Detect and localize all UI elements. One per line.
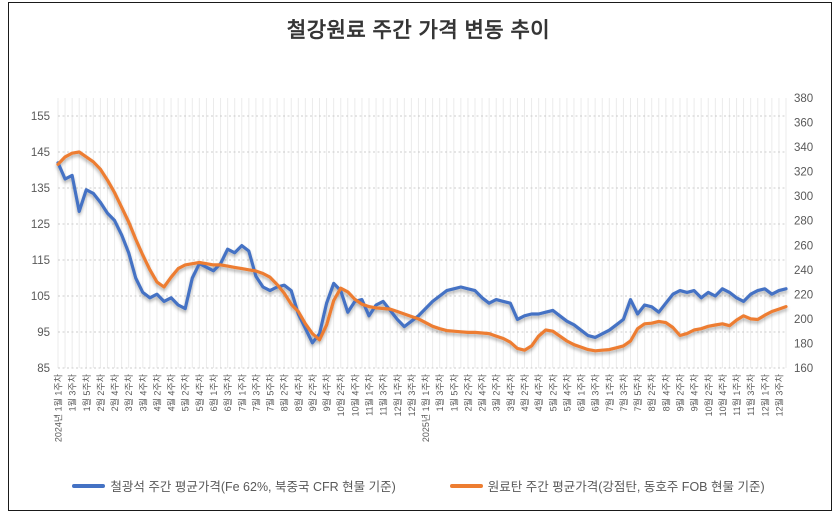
legend-marker-iron-ore [72,483,106,488]
left-axis-labels: 85 95 105 115 125 135 145 155 [31,111,50,375]
svg-text:6월 3주차: 6월 3주차 [222,373,233,411]
svg-text:5월 2주차: 5월 2주차 [547,373,558,411]
svg-text:6월 3주차: 6월 3주차 [590,373,601,411]
legend-marker-coking-coal [449,483,483,488]
svg-text:2월 2주차: 2월 2주차 [95,373,106,411]
svg-text:9월 4주차: 9월 4주차 [321,373,332,411]
svg-text:4월 2주차: 4월 2주차 [519,373,530,411]
legend-label-coking-coal: 원료탄 주간 평균가격(강점탄, 동호주 FOB 현물 기준) [487,480,765,494]
svg-text:4월 4주차: 4월 4주차 [533,373,544,411]
svg-text:10월 4주차: 10월 4주차 [349,373,360,416]
svg-text:3월 4주차: 3월 4주차 [505,373,516,411]
svg-text:380: 380 [794,93,813,105]
svg-text:12월 3주차: 12월 3주차 [406,373,417,416]
svg-text:260: 260 [794,240,813,252]
svg-text:7월 3주차: 7월 3주차 [618,373,629,411]
svg-text:12월 3주차: 12월 3주차 [773,373,784,416]
svg-text:9월 4주차: 9월 4주차 [689,373,700,411]
svg-text:10월 2주차: 10월 2주차 [703,373,714,416]
svg-text:85: 85 [37,363,50,375]
svg-text:9월 2주차: 9월 2주차 [674,373,685,411]
svg-text:300: 300 [794,191,813,203]
vertical-gridlines [57,98,787,368]
svg-text:8월 2주차: 8월 2주차 [279,373,290,411]
chart-frame [8,2,832,511]
legend-item-coking-coal: 원료탄 주간 평균가격(강점탄, 동호주 FOB 현물 기준) [449,476,765,495]
svg-text:280: 280 [794,216,813,228]
svg-text:8월 4주차: 8월 4주차 [293,373,304,411]
svg-text:8월 4주차: 8월 4주차 [660,373,671,411]
svg-text:7월 5주차: 7월 5주차 [632,373,643,411]
svg-text:12월 1주차: 12월 1주차 [392,373,403,416]
svg-text:5월 4주차: 5월 4주차 [194,373,205,411]
series-line-coking-coal [56,150,788,353]
svg-text:115: 115 [32,255,50,267]
svg-text:3월 4주차: 3월 4주차 [137,373,148,411]
svg-text:12월 1주차: 12월 1주차 [759,373,770,416]
svg-text:1월 5주차: 1월 5주차 [448,373,459,411]
svg-text:3월 2주차: 3월 2주차 [491,373,502,411]
svg-text:200: 200 [794,314,813,326]
svg-text:160: 160 [794,363,813,375]
legend-label-iron-ore: 철광석 주간 평균가격(Fe 62%, 북중국 CFR 현물 기준) [110,480,396,494]
x-axis-labels: 2024년 1월 1주차 1월 3주차 1월 5주차 2월 2주차 2월 4주차 3월 2… [53,373,785,442]
svg-text:10월 4주차: 10월 4주차 [717,373,728,416]
svg-text:11월 1주차: 11월 1주차 [363,373,374,415]
svg-text:4월 2주차: 4월 2주차 [151,373,162,411]
svg-text:1월 5주차: 1월 5주차 [81,373,92,411]
svg-text:95: 95 [37,327,50,339]
svg-text:7월 5주차: 7월 5주차 [265,373,276,411]
svg-text:2월 2주차: 2월 2주차 [462,373,473,411]
svg-text:8월 2주차: 8월 2주차 [646,373,657,411]
svg-text:220: 220 [794,289,813,301]
right-axis-labels: 160 180 200 220 240 260 280 300 320 340 360 380 [794,93,813,375]
svg-text:145: 145 [31,147,50,159]
svg-text:7월 3주차: 7월 3주차 [250,373,261,411]
svg-text:135: 135 [31,183,50,195]
svg-text:5월 2주차: 5월 2주차 [180,373,191,411]
svg-text:4월 4주차: 4월 4주차 [166,373,177,411]
svg-text:2월 4주차: 2월 4주차 [477,373,488,411]
svg-text:105: 105 [31,291,50,303]
svg-text:2월 4주차: 2월 4주차 [109,373,120,411]
svg-text:6월 1주차: 6월 1주차 [576,373,587,411]
svg-text:2024년 1월 1주차: 2024년 1월 1주차 [53,373,64,442]
svg-text:1월 3주차: 1월 3주차 [67,373,78,411]
chart-title: 철강원료 주간 가격 변동 추이 [286,19,551,42]
svg-text:6월 1주차: 6월 1주차 [208,373,219,411]
svg-text:125: 125 [31,219,50,231]
svg-text:7월 1주차: 7월 1주차 [604,373,615,411]
svg-text:11월 3주차: 11월 3주차 [378,373,389,415]
svg-text:11월 1주차: 11월 1주차 [731,373,742,415]
svg-text:240: 240 [794,265,813,277]
legend-item-iron-ore: 철광석 주간 평균가격(Fe 62%, 북중국 CFR 현물 기준) [72,476,396,495]
svg-text:10월 2주차: 10월 2주차 [335,373,346,416]
svg-text:360: 360 [794,118,813,130]
svg-text:320: 320 [794,167,813,179]
svg-text:1월 3주차: 1월 3주차 [434,373,445,411]
svg-text:155: 155 [31,111,50,123]
svg-text:5월 4주차: 5월 4주차 [561,373,572,411]
svg-text:180: 180 [794,338,813,350]
svg-text:2025년 1월 1주차: 2025년 1월 1주차 [420,373,431,442]
svg-text:9월 2주차: 9월 2주차 [307,373,318,411]
svg-text:3월 2주차: 3월 2주차 [123,373,134,411]
legend: 철광석 주간 평균가격(Fe 62%, 북중국 CFR 현물 기준) 원료탄 주… [0,476,837,495]
series-line-iron-ore [56,161,788,345]
svg-text:340: 340 [794,142,813,154]
svg-text:7월 1주차: 7월 1주차 [236,373,247,411]
series-lines [56,150,788,353]
svg-text:11월 3주차: 11월 3주차 [745,373,756,415]
